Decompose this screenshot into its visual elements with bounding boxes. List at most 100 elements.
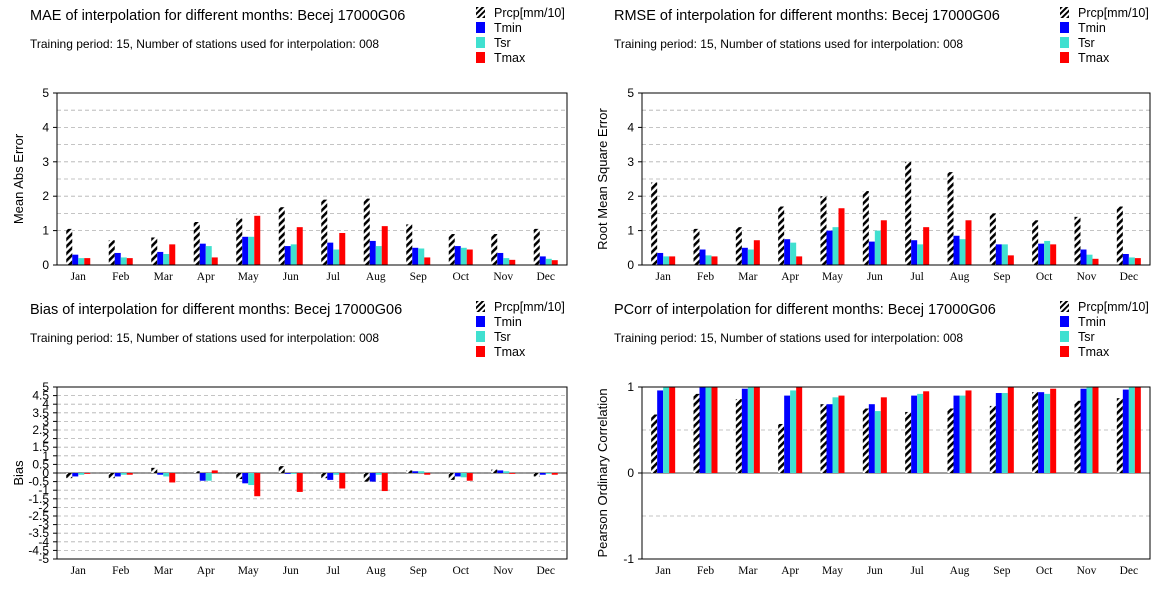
prcp-bar	[236, 218, 243, 265]
legend-label: Prcp[mm/10]	[1078, 299, 1149, 314]
legend-item-tsr: Tsr	[1060, 329, 1167, 344]
tsr-bar	[959, 239, 966, 265]
tsr-bar	[545, 258, 552, 265]
tsr-bar	[418, 471, 425, 473]
tmin-swatch	[476, 22, 485, 33]
tmin-bar	[327, 242, 334, 265]
chart-subtitle: Training period: 15, Number of stations …	[614, 37, 964, 51]
tmax-bar	[296, 473, 303, 492]
y-tick-label: 4	[627, 120, 634, 134]
prcp-bar	[693, 393, 700, 473]
legend-item-tmax: Tmax	[1060, 50, 1167, 65]
tsr-bar	[333, 249, 340, 265]
y-tick-label: 5	[627, 86, 634, 100]
chart-subtitle: Training period: 15, Number of stations …	[614, 331, 964, 345]
tmax-bar	[711, 387, 718, 473]
tsr-bar	[545, 473, 552, 474]
legend-item-tmax: Tmax	[476, 50, 586, 65]
x-tick-label: Jul	[910, 565, 923, 577]
x-tick-label: Feb	[112, 565, 130, 577]
x-tick-label: Jun	[283, 271, 299, 283]
rmse-plot: 0 1 2 3 4 5 Root Mean Square Error Jan Feb Mar Apr…	[595, 86, 1151, 283]
y-axis-label: Pearson Ordinary Correlation	[595, 388, 610, 557]
x-tick-label: Mar	[154, 271, 173, 283]
prcp-bar	[1074, 400, 1081, 473]
prcp-bar	[236, 473, 243, 480]
legend-label: Tmax	[494, 50, 526, 65]
prcp-bar	[651, 414, 658, 473]
y-axis-label: Mean Abs Error	[11, 133, 26, 224]
tsr-bar	[78, 473, 85, 475]
tmin-bar	[72, 254, 79, 265]
legend-label: Tsr	[1078, 35, 1095, 50]
x-tick-label: Feb	[697, 271, 715, 283]
x-tick-label: Nov	[1077, 271, 1097, 283]
prcp-hatch-swatch	[1060, 301, 1069, 312]
y-tick-label: -2.5	[28, 509, 49, 523]
prcp-bar	[66, 228, 73, 265]
tmax-bar	[1050, 388, 1057, 473]
tmin-bar	[114, 252, 121, 265]
prcp-bar	[820, 404, 827, 473]
tsr-bar	[874, 230, 881, 265]
x-tick-label: Apr	[781, 565, 799, 577]
tmin-bar	[657, 390, 664, 473]
chart-subtitle: Training period: 15, Number of stations …	[30, 37, 380, 51]
tmin-bar	[497, 252, 504, 265]
prcp-hatch-swatch	[1060, 7, 1069, 18]
x-tick-label: Aug	[366, 271, 386, 283]
x-tick-label: Oct	[452, 565, 469, 577]
bias-chart-panel: Bias of interpolation for different mont…	[0, 294, 583, 588]
x-tick-label: Jul	[327, 565, 340, 577]
tmin-bar	[412, 247, 419, 265]
tsr-bar	[1001, 244, 1008, 265]
tsr-bar	[663, 387, 670, 473]
x-tick-label: Jun	[867, 271, 883, 283]
tmax-bar	[424, 257, 431, 265]
legend-label: Tmin	[1078, 314, 1106, 329]
tmin-bar	[284, 246, 291, 265]
x-tick-label: Aug	[366, 565, 386, 577]
tmax-bar	[1007, 387, 1014, 473]
legend-label: Tmin	[1078, 20, 1106, 35]
y-tick-label: -2	[38, 500, 49, 514]
x-tick-label: Sep	[993, 565, 1011, 577]
pcorr-plot: 1 0 -1 Pearson Ordinary Correlation Jan Feb Ma…	[595, 380, 1151, 577]
tmax-swatch	[476, 52, 485, 63]
x-tick-label: Mar	[154, 565, 173, 577]
prcp-bar	[862, 408, 869, 473]
tmin-bar	[699, 249, 706, 265]
tmin-bar	[911, 240, 918, 265]
chart-subtitle: Training period: 15, Number of stations …	[30, 331, 380, 345]
legend-label: Tsr	[1078, 329, 1095, 344]
x-tick-label: Apr	[197, 271, 215, 283]
tsr-bar	[503, 258, 510, 265]
tsr-bar	[290, 473, 297, 474]
x-tick-label: Dec	[536, 271, 555, 283]
tmin-bar	[242, 473, 249, 484]
tsr-bar	[78, 258, 85, 265]
legend-label: Tsr	[494, 35, 511, 50]
tsr-bar	[205, 473, 212, 481]
y-tick-label: 3	[627, 155, 634, 169]
tmin-bar	[72, 473, 79, 477]
tsr-bar	[663, 256, 670, 265]
chart-title: PCorr of interpolation for different mon…	[614, 302, 996, 318]
tsr-bar	[790, 242, 797, 265]
prcp-bar	[778, 206, 785, 265]
tmax-bar	[509, 473, 516, 474]
y-tick-label: 2	[42, 432, 49, 446]
prcp-bar	[151, 237, 158, 265]
prcp-bar	[108, 473, 115, 479]
legend-item-tmax: Tmax	[476, 344, 586, 359]
y-tick-label: 0	[42, 258, 49, 272]
tmin-bar	[157, 251, 164, 265]
tsr-bar	[747, 249, 754, 265]
tmin-bar	[911, 395, 918, 473]
tsr-bar	[290, 244, 297, 265]
tmin-bar	[868, 241, 875, 265]
prcp-bar	[820, 196, 827, 265]
tmax-bar	[551, 260, 558, 265]
y-tick-label: -1	[38, 483, 49, 497]
tmax-bar	[965, 220, 972, 265]
